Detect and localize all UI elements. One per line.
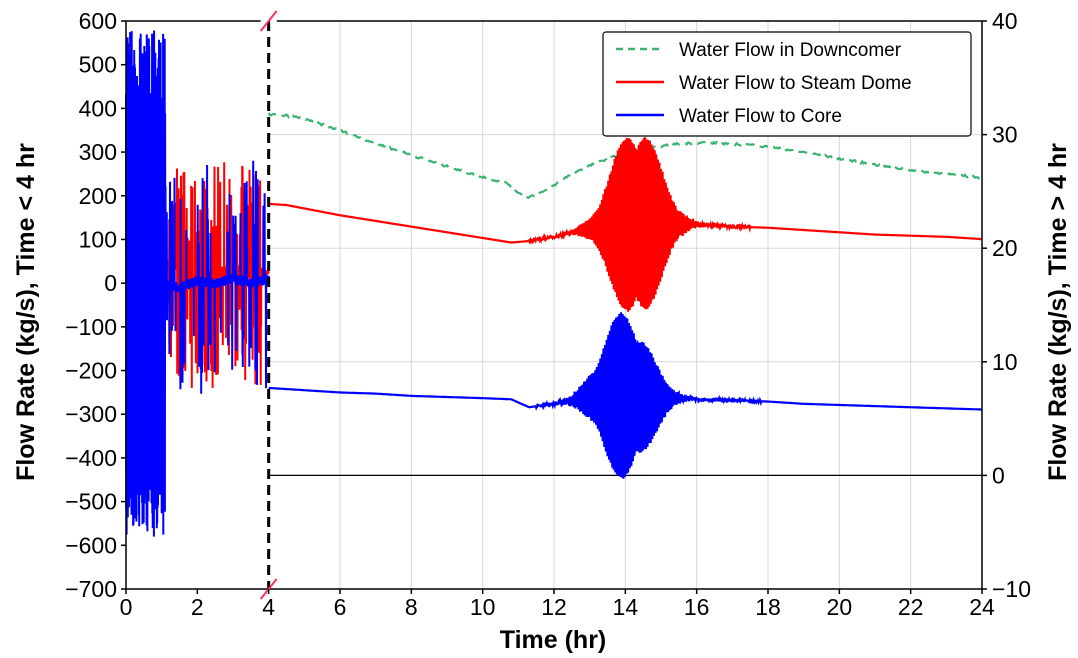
x-tick-label: 16 bbox=[684, 594, 710, 620]
y-left-tick-label: 300 bbox=[79, 139, 117, 165]
series-line-3 bbox=[268, 312, 982, 479]
y-right-tick-label: 30 bbox=[992, 122, 1018, 148]
legend: Water Flow in Downcomer Water Flow to St… bbox=[602, 31, 972, 137]
y-left-tick-label: −400 bbox=[65, 445, 117, 471]
x-tick-label: 22 bbox=[898, 594, 924, 620]
series-line-2 bbox=[268, 137, 982, 312]
x-tick-label: 4 bbox=[262, 594, 275, 620]
y-left-tick-label: −200 bbox=[65, 358, 117, 384]
y-left-tick-label: 0 bbox=[104, 270, 117, 296]
y-left-tick-label: −700 bbox=[65, 576, 117, 602]
y-right-tick-label: 0 bbox=[992, 462, 1005, 488]
x-tick-label: 24 bbox=[969, 594, 995, 620]
y-right-tick-label: 40 bbox=[992, 8, 1018, 34]
y-left-tick-label: −600 bbox=[65, 532, 117, 558]
x-tick-label: 12 bbox=[541, 594, 567, 620]
y-axis-right-label: Flow Rate (kg/s), Time > 4 hr bbox=[1044, 143, 1072, 481]
y-left-tick-label: 200 bbox=[79, 183, 117, 209]
x-tick-label: 0 bbox=[120, 594, 133, 620]
y-right-tick-label: −10 bbox=[992, 576, 1031, 602]
x-tick-label: 2 bbox=[191, 594, 204, 620]
y-left-tick-label: −300 bbox=[65, 401, 117, 427]
y-left-tick-label: 600 bbox=[79, 8, 117, 34]
x-axis-label: Time (hr) bbox=[500, 626, 607, 654]
series-early-3 bbox=[125, 30, 270, 537]
legend-label-downcomer: Water Flow in Downcomer bbox=[679, 40, 902, 61]
y-left-tick-label: −500 bbox=[65, 489, 117, 515]
x-tick-label: 8 bbox=[405, 594, 418, 620]
y-axis-left-label: Flow Rate (kg/s), Time < 4 hr bbox=[12, 143, 40, 481]
x-tick-label: 14 bbox=[613, 594, 639, 620]
axis-break-marker-top bbox=[259, 10, 278, 32]
y-right-tick-label: 20 bbox=[992, 235, 1018, 261]
legend-box bbox=[602, 31, 972, 137]
tick-labels: 0 2 4 6 8 10 12 14 16 18 20 22 246005004003002001000… bbox=[65, 8, 1031, 620]
x-tick-label: 6 bbox=[334, 594, 347, 620]
y-left-tick-label: 500 bbox=[79, 52, 117, 78]
legend-label-core: Water Flow to Core bbox=[679, 106, 842, 127]
y-left-tick-label: 100 bbox=[79, 226, 117, 252]
y-right-tick-label: 10 bbox=[992, 349, 1018, 375]
legend-label-steam-dome: Water Flow to Steam Dome bbox=[679, 73, 912, 94]
x-tick-label: 18 bbox=[755, 594, 781, 620]
y-left-tick-label: 400 bbox=[79, 95, 117, 121]
y-left-tick-label: −100 bbox=[65, 314, 117, 340]
series-layer bbox=[125, 30, 983, 537]
x-tick-label: 20 bbox=[827, 594, 853, 620]
x-tick-label: 10 bbox=[470, 594, 496, 620]
